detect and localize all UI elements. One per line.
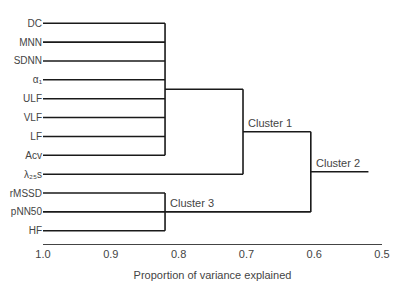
svg-text:rMSSD: rMSSD [10,188,42,199]
svg-text:0.9: 0.9 [103,248,118,260]
svg-text:0.5: 0.5 [374,248,389,260]
svg-text:Acv: Acv [25,150,42,161]
svg-text:0.6: 0.6 [307,248,322,260]
svg-text:pNN50: pNN50 [11,206,43,217]
svg-text:VLF: VLF [24,112,42,123]
svg-text:0.7: 0.7 [239,248,254,260]
svg-text:LF: LF [30,131,42,142]
svg-text:ULF: ULF [23,93,42,104]
svg-text:Cluster 3: Cluster 3 [170,197,214,209]
svg-text:Proportion of variance explain: Proportion of variance explained [134,269,292,281]
svg-text:Cluster 1: Cluster 1 [248,117,292,129]
svg-text:α₁: α₁ [33,74,43,85]
svg-text:SDNN: SDNN [14,55,42,66]
svg-text:1.0: 1.0 [35,248,50,260]
svg-text:HF: HF [29,225,42,236]
svg-text:0.8: 0.8 [171,248,186,260]
svg-text:λ₂₅s: λ₂₅s [24,169,42,180]
svg-text:Cluster 2: Cluster 2 [316,157,360,169]
svg-text:DC: DC [28,18,42,29]
svg-text:MNN: MNN [19,37,42,48]
